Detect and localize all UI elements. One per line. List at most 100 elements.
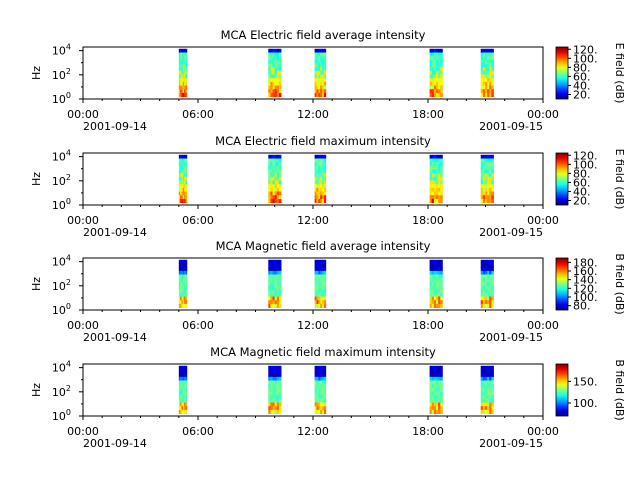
spectrogram-cell [491,403,494,407]
spectrogram-cell [279,78,282,82]
date-start-label: 2001-09-14 [83,120,147,133]
spectrogram-cell [491,278,494,282]
spectrogram-cell [491,300,494,304]
spectrogram-cell [440,366,443,370]
spectrogram-cell [440,403,443,407]
spectrogram-cell [440,170,443,174]
spectrogram-cell [279,75,282,79]
spectrogram-cell [279,381,282,385]
y-tick-label: 100 [52,302,71,317]
spectrogram-cell [279,52,282,56]
spectrogram-cell [491,388,494,392]
spectrogram-cell [491,381,494,385]
spectrogram-cell [185,388,187,392]
spectrogram-cell [491,89,494,93]
spectrogram-cell [491,286,494,290]
spectrogram-cell [440,406,443,410]
spectrogram-cell [279,199,282,203]
spectrogram-cell [440,75,443,79]
spectrogram-cell [440,282,443,286]
spectrogram-cell [185,162,187,166]
spectrogram-cell [185,177,187,181]
plot-frame [83,153,543,205]
spectrogram-cell [185,158,187,162]
spectrogram-cell [324,199,326,203]
spectrogram-cell [491,177,494,181]
spectrogram-cell [491,293,494,297]
spectrogram-cell [491,166,494,170]
spectrogram-cell [185,170,187,174]
spectrogram-cell [185,56,187,60]
spectrogram-cell [185,155,187,159]
spectrogram-cell [440,188,443,192]
spectrogram-cell [279,188,282,192]
spectrogram-cell [491,155,494,159]
spectrogram-cell [185,67,187,71]
y-tick-label: 104 [52,149,71,164]
x-tick-label: 06:00 [182,214,214,227]
spectrogram-cell [185,406,187,410]
spectrogram-cell [185,75,187,79]
spectrogram-cell [440,67,443,71]
panel-title: MCA Electric field average intensity [221,28,426,42]
spectrogram-cell [279,181,282,185]
spectrogram-cell [279,177,282,181]
spectrogram-cell [185,271,187,275]
spectrogram-cell [324,86,326,90]
spectrogram-panel: MCA Magnetic field average intensityHz10… [30,239,626,344]
spectrogram-cell [324,184,326,188]
spectrogram-cell [440,410,443,414]
x-tick-label: 06:00 [182,425,214,438]
spectrogram-cell [185,286,187,290]
spectrogram-cell [185,52,187,56]
y-tick-label: 102 [52,173,71,188]
spectrogram-cell [279,162,282,166]
spectrogram-cell [185,188,187,192]
spectrogram-cell [324,403,326,407]
spectrogram-cell [491,406,494,410]
spectrogram-cell [324,173,326,177]
spectrogram-panel: MCA Electric field maximum intensityHz10… [30,134,626,239]
spectrogram-cell [324,289,326,293]
colorbar-label: E field (dB) [613,149,626,210]
date-end-label: 2001-09-15 [479,226,543,239]
spectrogram-cell [324,52,326,56]
date-start-label: 2001-09-14 [83,331,147,344]
spectrogram-cell [279,56,282,60]
colorbar-tick-label: 150. [573,375,598,388]
spectrogram-cell [185,166,187,170]
spectrogram-cell [440,89,443,93]
spectrogram-cell [185,263,187,267]
spectrogram-cell [491,170,494,174]
spectrogram-cell [324,82,326,86]
spectrogram-cell [185,293,187,297]
spectrogram-cell [279,267,282,271]
spectrogram-cell [440,199,443,203]
y-tick-label: 102 [52,384,71,399]
spectrogram-cell [324,406,326,410]
spectrogram-cell [324,192,326,196]
spectrogram-panel: MCA Magnetic field maximum intensityHz10… [30,345,626,450]
spectrogram-cell [279,373,282,377]
spectrogram-cell [491,199,494,203]
spectrogram-cell [324,155,326,159]
spectrogram-cell [324,188,326,192]
spectrogram-cell [279,384,282,388]
spectrogram-cell [440,260,443,264]
spectrogram-cell [440,373,443,377]
spectrogram-cell [491,304,494,308]
spectrogram-cell [279,297,282,301]
x-tick-label: 18:00 [412,108,444,121]
spectrogram-cell [324,293,326,297]
date-end-label: 2001-09-15 [479,437,543,450]
colorbar-tick-label: 100. [573,397,598,410]
spectrogram-cell [440,369,443,373]
spectrogram-cell [491,86,494,90]
spectrogram-cell [185,267,187,271]
spectrogram-cell [491,297,494,301]
date-end-label: 2001-09-15 [479,331,543,344]
spectrogram-cell [440,293,443,297]
spectrogram-cell [185,399,187,403]
spectrogram-cell [440,173,443,177]
spectrogram-cell [279,155,282,159]
